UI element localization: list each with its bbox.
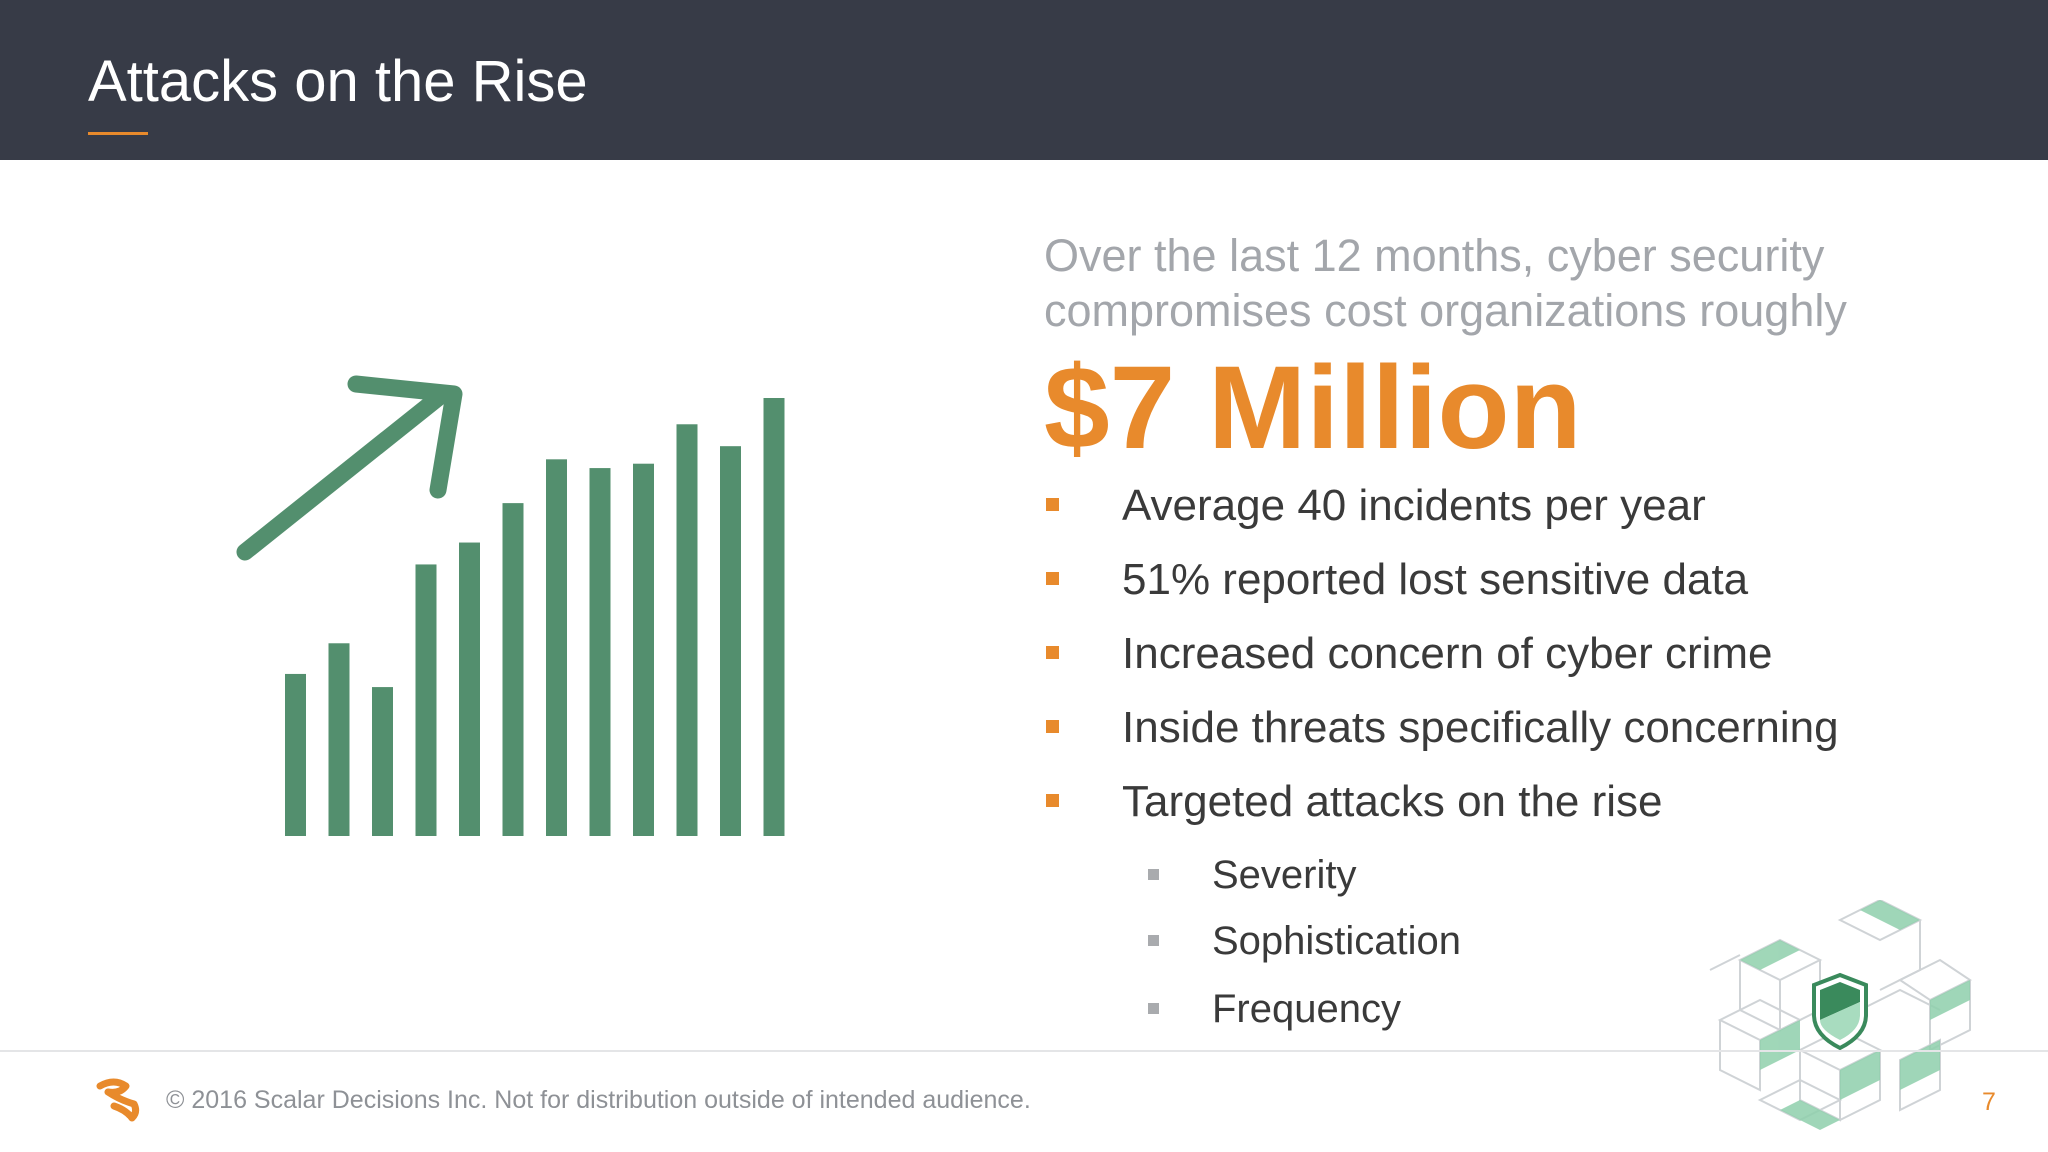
trend-arrow-icon: [236, 375, 463, 561]
graphic-bar: [763, 398, 785, 836]
bullet-marker-icon: [1046, 646, 1059, 659]
rising-bar-chart-icon: [236, 375, 785, 836]
bullet-marker-icon: [1046, 572, 1059, 585]
bullet-text: 51% reported lost sensitive data: [1122, 555, 1749, 604]
sub-bullet-text: Severity: [1212, 853, 1357, 897]
graphic-bar: [459, 542, 480, 836]
slide-title: Attacks on the Rise: [88, 49, 588, 114]
graphic-bar: [633, 463, 654, 836]
bullet-text: Increased concern of cyber crime: [1122, 629, 1773, 678]
slide-header: Attacks on the Rise: [0, 0, 2048, 160]
page-number: 7: [1982, 1088, 1996, 1116]
intro-line: Over the last 12 months, cyber security: [1044, 230, 1825, 281]
intro-text: Over the last 12 months, cyber security …: [1044, 228, 2004, 338]
cost-highlight: $7 Million: [1044, 342, 1582, 474]
graphic-bar: [328, 643, 350, 836]
graphic-bar: [676, 424, 698, 836]
footer-divider: [0, 1050, 2048, 1052]
bullet-text: Average 40 incidents per year: [1122, 481, 1706, 530]
sub-bullet-marker-icon: [1148, 869, 1159, 880]
sub-bullet-marker-icon: [1148, 935, 1159, 946]
sub-bullet-text: Frequency: [1212, 987, 1401, 1031]
intro-line: compromises cost organizations roughly: [1044, 285, 1847, 336]
graphic-bar: [502, 503, 524, 836]
graphic-bar: [415, 564, 437, 836]
isometric-cube-shield-icon: [1709, 900, 1972, 1130]
copyright-notice: © 2016 Scalar Decisions Inc. Not for dis…: [166, 1086, 1031, 1114]
bullet-marker-icon: [1046, 498, 1059, 511]
bullet-marker-icon: [1046, 794, 1059, 807]
bullet-text: Inside threats specifically concerning: [1122, 703, 1839, 752]
bullet-text: Targeted attacks on the rise: [1122, 777, 1663, 826]
title-underline: [88, 132, 148, 135]
sub-bullet-text: Sophistication: [1212, 919, 1462, 963]
graphic-bar: [546, 459, 567, 836]
graphic-bar: [589, 468, 611, 836]
scalar-logo-icon: [96, 1078, 140, 1122]
graphic-bar: [285, 673, 306, 836]
bullet-marker-icon: [1046, 720, 1059, 733]
graphic-bar: [720, 446, 741, 836]
sub-bullet-marker-icon: [1148, 1003, 1159, 1014]
graphic-bar: [372, 687, 393, 836]
